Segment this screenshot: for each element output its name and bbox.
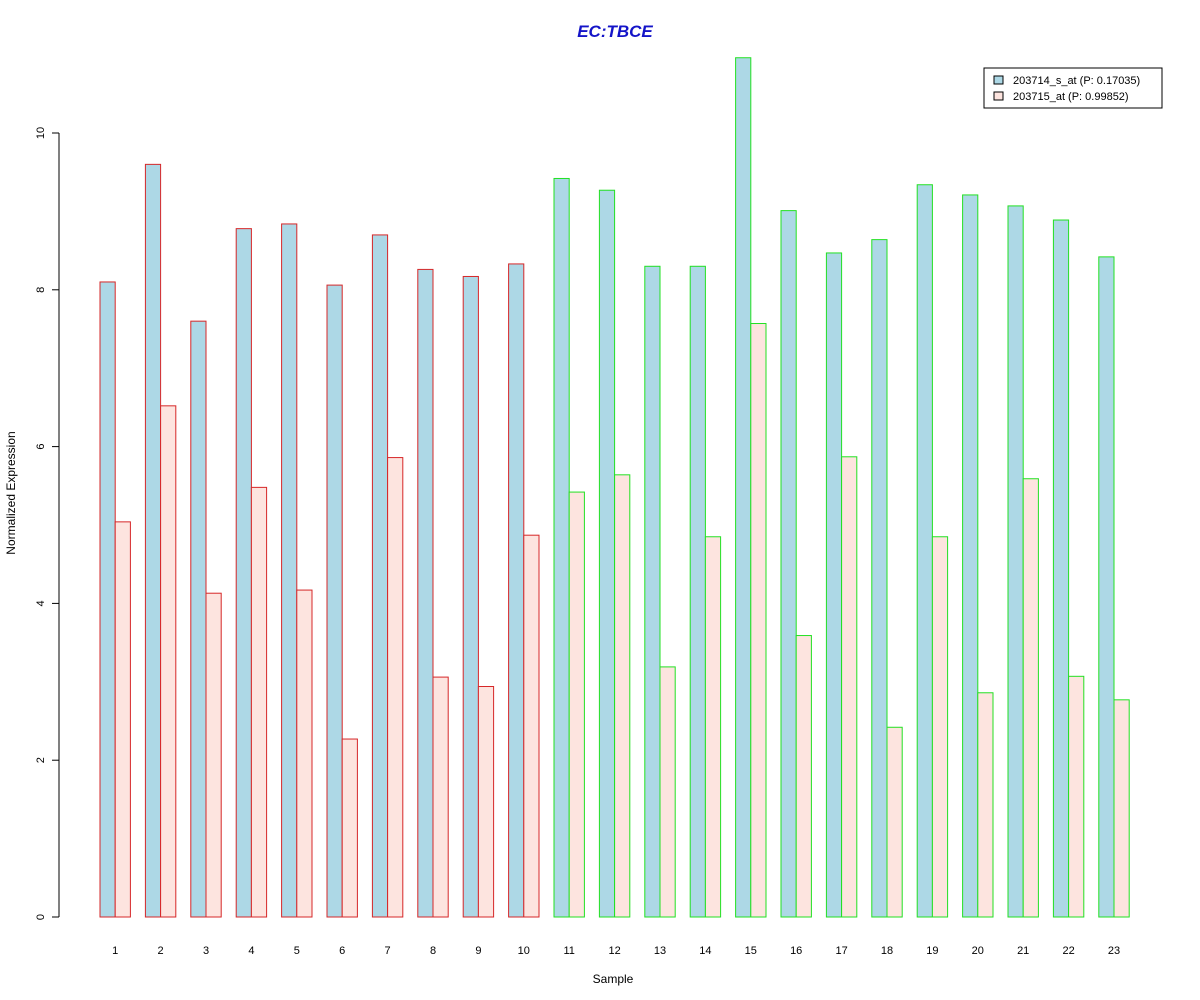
x-tick-label: 5 bbox=[294, 945, 300, 957]
bar-sample-16-series-2 bbox=[795, 635, 812, 918]
bar-sample-18-series-1 bbox=[871, 239, 888, 918]
bar-sample-6-series-1 bbox=[326, 284, 343, 918]
x-tick-label: 10 bbox=[518, 945, 530, 957]
bar-sample-20-series-2 bbox=[977, 692, 994, 918]
bar-sample-4-series-1 bbox=[235, 228, 252, 918]
bar-sample-3-series-1 bbox=[190, 320, 207, 918]
bar-sample-15-series-2 bbox=[750, 323, 767, 918]
bar-sample-15-series-1 bbox=[735, 57, 752, 918]
legend: 203714_s_at (P: 0.17035) 203715_at (P: 0.… bbox=[983, 67, 1163, 109]
bar-sample-21-series-2 bbox=[1022, 478, 1039, 918]
bar-sample-20-series-1 bbox=[962, 194, 979, 918]
legend-swatch-2 bbox=[993, 91, 1004, 101]
bar-sample-19-series-2 bbox=[931, 536, 949, 918]
bar-sample-11-series-2 bbox=[568, 491, 585, 918]
bar-sample-9-series-2 bbox=[477, 686, 495, 918]
bar-sample-10-series-2 bbox=[523, 534, 540, 918]
bar-sample-1-series-1 bbox=[99, 281, 116, 918]
bar-sample-18-series-2 bbox=[886, 726, 903, 918]
bar-sample-2-series-2 bbox=[160, 405, 177, 918]
bar-sample-1-series-2 bbox=[114, 521, 131, 918]
bar-sample-3-series-2 bbox=[205, 592, 222, 918]
bar-sample-5-series-2 bbox=[296, 589, 313, 918]
bar-sample-22-series-1 bbox=[1052, 219, 1070, 918]
x-tick-label: 13 bbox=[654, 945, 666, 957]
x-tick-label: 11 bbox=[563, 945, 574, 957]
bar-sample-14-series-2 bbox=[704, 536, 722, 918]
bar-sample-17-series-1 bbox=[825, 252, 843, 918]
bar-sample-6-series-2 bbox=[341, 738, 358, 918]
bar-sample-19-series-1 bbox=[916, 184, 933, 918]
bar-sample-21-series-1 bbox=[1007, 205, 1024, 918]
x-tick-labels: 1 2 3 4 5 6 7 8 9 10 11 12 13 14 15 16 17 18 19 20 21 22 23 bbox=[112, 945, 1120, 957]
x-tick-label: 7 bbox=[385, 945, 391, 957]
y-tick-label: 10 bbox=[35, 127, 47, 139]
bar-sample-2-series-1 bbox=[144, 163, 162, 918]
bar-sample-14-series-1 bbox=[689, 265, 706, 918]
bar-sample-16-series-1 bbox=[780, 210, 797, 918]
bar-sample-7-series-2 bbox=[387, 457, 404, 918]
x-tick-label: 21 bbox=[1017, 945, 1029, 957]
x-tick-label: 14 bbox=[699, 945, 711, 957]
chart-title: EC:TBCE bbox=[577, 22, 653, 41]
x-axis-title: Sample bbox=[593, 972, 634, 986]
legend-label-1: 203714_s_at (P: 0.17035) bbox=[1013, 75, 1140, 87]
bar-sample-13-series-1 bbox=[644, 265, 661, 918]
x-tick-label: 9 bbox=[475, 945, 481, 957]
x-tick-label: 4 bbox=[248, 945, 254, 957]
legend-label-2: 203715_at (P: 0.99852) bbox=[1013, 91, 1129, 103]
x-tick-label: 16 bbox=[790, 945, 802, 957]
bar-sample-8-series-1 bbox=[417, 268, 434, 918]
bar-sample-17-series-2 bbox=[841, 456, 858, 918]
x-tick-label: 17 bbox=[835, 945, 847, 957]
x-tick-label: 8 bbox=[430, 945, 436, 957]
x-tick-label: 3 bbox=[203, 945, 209, 957]
bars-group bbox=[99, 57, 1130, 918]
y-axis: 0 2 4 6 8 10 bbox=[35, 127, 60, 920]
y-tick-label: 0 bbox=[35, 914, 47, 920]
x-tick-label: 15 bbox=[745, 945, 757, 957]
x-tick-label: 23 bbox=[1108, 945, 1120, 957]
y-tick-label: 6 bbox=[35, 444, 47, 450]
y-tick-label: 2 bbox=[35, 757, 47, 763]
x-tick-label: 12 bbox=[608, 945, 620, 957]
x-tick-label: 2 bbox=[158, 945, 164, 957]
bar-sample-12-series-2 bbox=[614, 474, 631, 918]
y-axis-title: Normalized Expression bbox=[4, 431, 18, 554]
bar-sample-12-series-1 bbox=[598, 189, 616, 918]
legend-box bbox=[983, 67, 1163, 109]
bar-sample-7-series-1 bbox=[371, 234, 389, 918]
bar-sample-8-series-2 bbox=[432, 676, 449, 918]
bar-sample-10-series-1 bbox=[508, 263, 525, 918]
x-tick-label: 22 bbox=[1062, 945, 1074, 957]
y-tick-label: 4 bbox=[35, 600, 47, 606]
y-tick-label: 8 bbox=[35, 287, 47, 293]
x-tick-label: 19 bbox=[926, 945, 938, 957]
bar-sample-4-series-2 bbox=[250, 486, 268, 918]
x-tick-label: 18 bbox=[881, 945, 893, 957]
bar-sample-9-series-1 bbox=[462, 275, 479, 918]
x-tick-label: 1 bbox=[112, 945, 118, 957]
bar-sample-22-series-2 bbox=[1068, 675, 1085, 918]
bar-sample-5-series-1 bbox=[281, 223, 298, 918]
x-tick-label: 6 bbox=[339, 945, 345, 957]
bar-sample-23-series-1 bbox=[1098, 256, 1115, 918]
bar-sample-13-series-2 bbox=[659, 666, 676, 918]
legend-swatch-1 bbox=[993, 75, 1004, 85]
x-tick-label: 20 bbox=[972, 945, 984, 957]
bar-sample-11-series-1 bbox=[553, 177, 570, 918]
bar-sample-23-series-2 bbox=[1113, 699, 1130, 918]
